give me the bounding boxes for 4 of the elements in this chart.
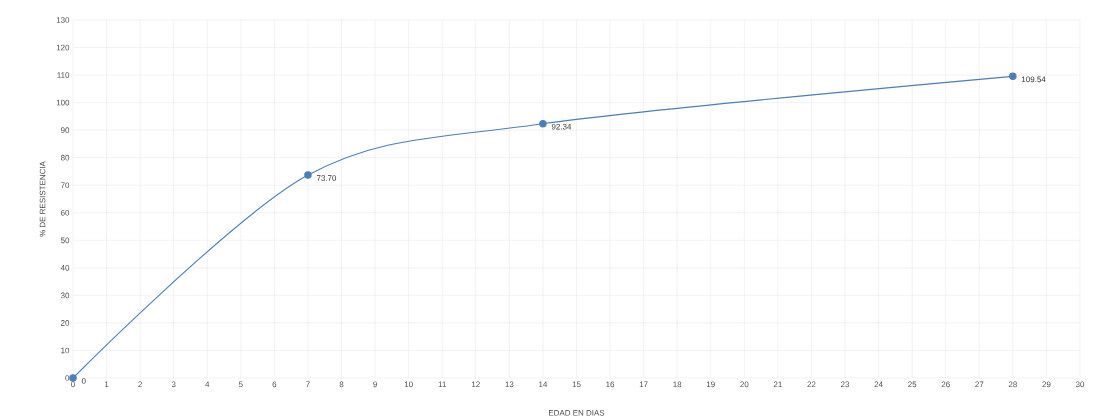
point (1009, 72, 1017, 81)
point (539, 119, 547, 128)
point (69, 374, 77, 382)
point (304, 171, 312, 179)
